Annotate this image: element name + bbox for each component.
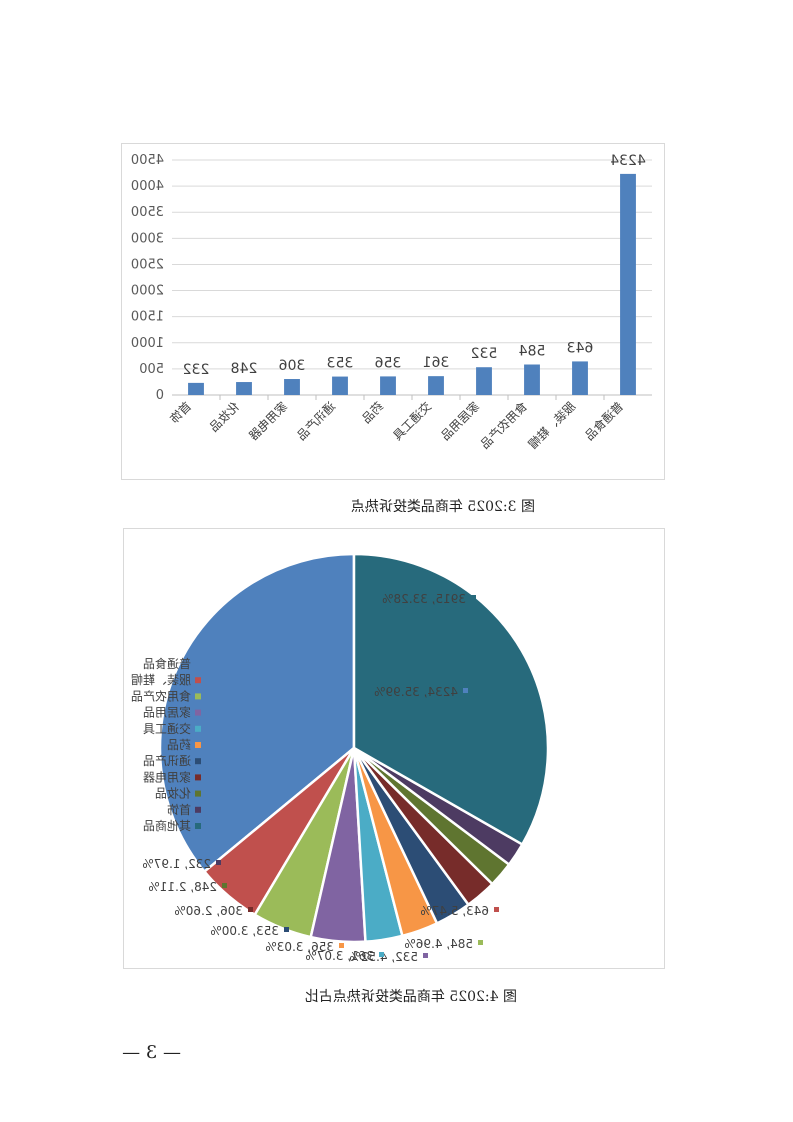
pie-data-label: 3915, 33.28% <box>382 592 466 606</box>
legend-swatch <box>195 661 201 667</box>
legend-label: 通讯产品 <box>143 754 191 768</box>
legend-swatch <box>195 774 201 781</box>
bar-data-label: 532 <box>471 346 498 362</box>
bar-data-label: 584 <box>519 344 546 360</box>
pie-data-label: 356, 3.03% <box>265 940 334 954</box>
pie-chart: 4234, 35.99%643, 5.47%584, 4.96%532, 4.5… <box>131 552 550 964</box>
bar-data-label: 306 <box>279 358 306 374</box>
x-tick-label: 药品 <box>359 399 386 426</box>
legend-swatch <box>195 677 201 684</box>
bar <box>380 376 396 395</box>
data-label-key <box>284 927 289 932</box>
pie-data-label: 353, 3.00% <box>210 924 279 938</box>
legend-swatch <box>195 725 201 732</box>
data-label-key <box>216 860 221 865</box>
bar-chart-caption: 图 3:2025 年商品类投诉热点 <box>350 499 535 515</box>
pie-data-label: 643, 5.47% <box>420 904 489 918</box>
bar-data-label: 248 <box>231 361 258 377</box>
legend-swatch <box>195 693 201 700</box>
y-tick-label: 0 <box>156 388 164 403</box>
legend-swatch <box>195 806 201 813</box>
legend-label: 交通工具 <box>143 721 191 736</box>
y-tick-label: 1000 <box>131 336 164 351</box>
bar-chart-frame: 0 500 1000 1500 2000 2500 3000 3500 4000 4500 4234… <box>121 143 665 480</box>
legend-swatch <box>195 709 201 716</box>
x-tick-label: 家居用品 <box>438 399 483 444</box>
x-tick-label: 首饰 <box>167 399 194 426</box>
bar-data-label: 353 <box>327 356 354 372</box>
bar-data-label: 356 <box>375 355 402 371</box>
data-label-key <box>423 953 428 958</box>
bar <box>572 361 588 395</box>
bar-data-label: 643 <box>567 340 594 356</box>
pie-chart-caption: 图 4:2025 年商品类投诉热点占比 <box>304 989 517 1005</box>
y-tick-label: 4000 <box>131 179 164 194</box>
data-label-key <box>339 943 344 948</box>
x-tick-label: 家用电器 <box>246 399 291 444</box>
bar <box>284 379 300 395</box>
legend-label: 化妆品 <box>155 787 191 801</box>
data-label-key <box>222 883 227 888</box>
pie-data-label: 4234, 35.99% <box>374 685 458 699</box>
pie-data-label: 361, 3.07% <box>305 949 374 963</box>
x-tick-label: 通讯产品 <box>294 399 338 443</box>
y-tick-label: 3500 <box>131 205 164 220</box>
data-label-key <box>248 907 253 912</box>
data-label-key <box>379 952 384 957</box>
legend-swatch <box>195 742 201 748</box>
pie-chart-frame: 4234, 35.99% 643, 5.47% 584, 4.96% 532, 4.5… <box>123 528 665 969</box>
pie-data-label: 248, 2.11% <box>148 880 217 894</box>
bar <box>236 382 252 395</box>
data-label-key <box>478 940 483 945</box>
data-label-key <box>471 595 476 600</box>
bar <box>476 367 492 395</box>
bar-data-label: 4234 <box>610 153 646 169</box>
x-tick-label: 化妆品 <box>207 399 242 434</box>
y-tick-label: 1500 <box>131 310 164 325</box>
legend-label: 服装、鞋帽 <box>131 672 191 687</box>
legend-label: 药品 <box>167 738 191 752</box>
bar-chart: 0 500 1000 1500 2000 2500 3000 3500 4000 4500 4234… <box>131 153 652 452</box>
legend-label: 首饰 <box>167 803 191 817</box>
x-tick-label: 食用农产品 <box>477 399 530 452</box>
bar <box>188 382 204 395</box>
legend-swatch <box>195 823 201 829</box>
page-number: — 3 — <box>122 1042 181 1063</box>
y-tick-label: 2500 <box>131 257 164 272</box>
x-tick-label: 服装、鞋帽 <box>525 399 578 452</box>
bar <box>332 376 348 395</box>
legend-label: 家居用品 <box>143 705 191 720</box>
legend-label: 家用电器 <box>143 769 191 784</box>
legend-swatch <box>195 790 201 797</box>
bar-data-label: 361 <box>423 355 450 371</box>
y-tick-label: 4500 <box>131 153 164 168</box>
legend-label: 普通食品 <box>143 656 191 671</box>
pie-data-label: 584, 4.96% <box>404 937 473 951</box>
y-tick-label: 2000 <box>131 284 164 299</box>
bar <box>620 173 636 395</box>
bar-data-label: 232 <box>183 362 210 378</box>
pie-slice <box>352 552 550 847</box>
y-tick-label: 3000 <box>131 231 164 246</box>
data-label-key <box>463 688 468 693</box>
y-tick-label: 500 <box>139 362 164 377</box>
legend-swatch <box>195 758 201 765</box>
pie-data-label: 306, 2.60% <box>174 904 243 918</box>
pie-data-label: 232, 1.97% <box>142 857 211 871</box>
bar <box>524 364 540 395</box>
legend-label: 其他商品 <box>143 818 191 833</box>
legend-label: 食用农产品 <box>131 688 191 703</box>
x-tick-label: 普通食品 <box>582 399 627 444</box>
x-tick-label: 交通工具 <box>390 399 435 444</box>
pie-slice <box>158 552 356 874</box>
data-label-key <box>494 907 499 912</box>
bar <box>428 376 444 395</box>
